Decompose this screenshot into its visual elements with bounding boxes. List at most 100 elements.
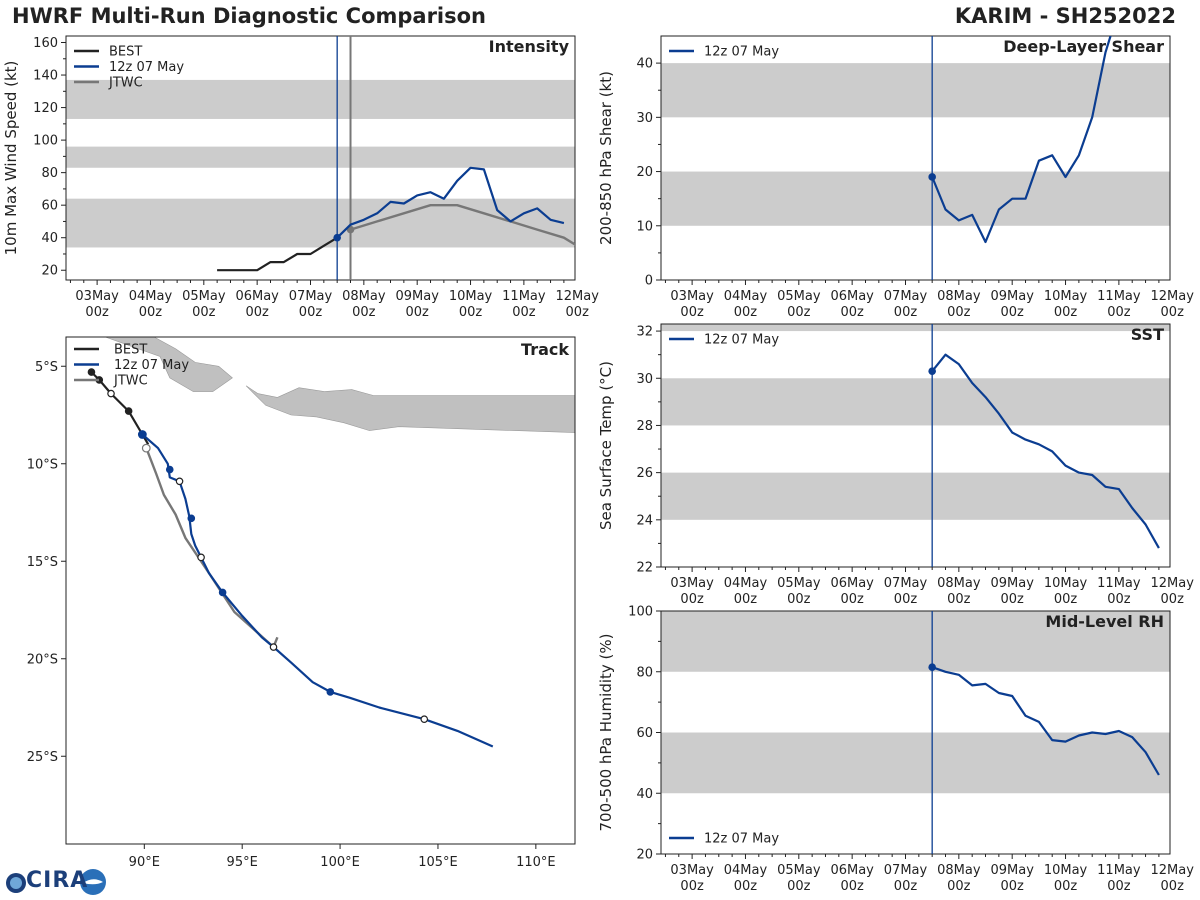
band [66,198,575,248]
x-tick-label-hour: 00z [947,879,971,894]
legend-label-run: 12z 07 May [109,60,184,75]
track-marker-filled [187,514,196,523]
y-tick-label: 160 [33,36,58,51]
x-tick-label-hour: 00z [840,592,864,607]
track-marker-hollow [175,477,184,486]
legend-label-jtwc: JTWC [113,374,148,389]
y-tick-label: 30 [636,372,653,387]
legend-label-best: BEST [114,343,147,358]
x-tick-label-hour: 00z [1161,305,1185,320]
y-tick-label: 10°S [27,457,58,472]
page-title: HWRF Multi-Run Diagnostic Comparison [12,4,487,28]
band [661,611,1170,672]
series-start-marker-run [333,233,341,242]
x-tick-label-hour: 00z [1001,879,1025,894]
x-tick-label-hour: 00z [512,305,536,320]
band [661,324,1170,332]
series-start-marker-run [928,173,936,181]
x-tick-label-hour: 00z [734,592,758,607]
y-tick-label: 15°S [27,555,58,570]
x-tick-label-hour: 00z [1054,592,1078,607]
x-tick-label-day: 08May [937,289,981,304]
y-tick-label: 20 [41,264,58,279]
x-tick-label-hour: 00z [1161,879,1185,894]
x-tick-label-hour: 00z [734,879,758,894]
x-tick-label-hour: 00z [1054,879,1078,894]
x-tick-label-hour: 00z [1107,879,1131,894]
y-tick-label: 26 [636,466,653,481]
intensity-frame [65,35,576,281]
series-line-run [931,36,1112,244]
band [661,171,1170,226]
x-tick-label-hour: 00z [1107,305,1131,320]
x-tick-label-day: 09May [990,576,1034,591]
x-tick-label-day: 11May [1097,289,1141,304]
series-line-run [931,353,1160,549]
track-line-jtwc [145,447,279,649]
x-tick-label-day: 10May [1044,576,1088,591]
band [66,146,575,168]
track-line-run [141,433,494,748]
cira-logo-text: CIRA [26,868,89,893]
shear-ylabel: 200-850 hPa Shear (kt) [597,71,615,245]
y-tick-label: 10 [636,219,653,234]
x-tick-label-day: 08May [937,863,981,878]
y-tick-label: 60 [41,199,58,214]
storm-id: KARIM - SH252022 [954,4,1176,28]
band [661,472,1170,520]
x-tick-label-day: 04May [724,863,768,878]
x-tick-label-hour: 00z [139,305,163,320]
x-tick-label-hour: 00z [840,305,864,320]
x-tick-label: 95°E [227,855,258,870]
y-tick-label: 20 [636,848,653,863]
x-tick-label-day: 05May [182,289,226,304]
x-tick-label-hour: 00z [680,305,704,320]
intensity-ylabel: 10m Max Wind Speed (kt) [2,61,20,256]
x-tick-label-day: 07May [884,576,928,591]
series-line-run [931,666,1160,776]
shear-panel: 01020304003May00z04May00z05May00z06May00… [597,35,1194,320]
track-marker-hollow [107,389,115,398]
track-frame [65,336,576,845]
y-tick-label: 22 [636,561,653,576]
x-tick-label: 105°E [418,855,458,870]
x-tick-label-day: 10May [1044,863,1088,878]
x-tick-label-hour: 00z [1107,592,1131,607]
track-marker-hollow [197,553,205,562]
x-tick-label-day: 04May [724,289,768,304]
y-tick-label: 100 [33,134,58,149]
legend-label-jtwc: JTWC [108,76,143,91]
track-marker-filled [87,368,96,376]
x-tick-label-hour: 00z [566,305,590,320]
x-tick-label-day: 08May [342,289,386,304]
y-tick-label: 140 [33,69,58,84]
shear-title: Deep-Layer Shear [1003,37,1164,56]
track-marker-filled [137,430,147,439]
track-marker-hollow [269,643,278,651]
x-tick-label: 90°E [129,855,160,870]
y-tick-label: 5°S [35,360,58,375]
y-tick-label: 30 [636,111,653,126]
x-tick-label-hour: 00z [459,305,483,320]
x-tick-label-day: 03May [670,576,714,591]
sst-panel: 22242628303203May00z04May00z05May00z06Ma… [597,323,1194,607]
x-tick-label-day: 06May [830,289,874,304]
y-tick-label: 40 [636,787,653,802]
track-marker-hollow [420,715,429,724]
x-tick-label-hour: 00z [947,592,971,607]
y-tick-label: 60 [636,726,653,741]
band [661,378,1170,426]
intensity-panel: 2040608010012014016003May00z04May00z05Ma… [2,35,599,320]
series-line-best [217,236,338,272]
x-tick-label-day: 07May [289,289,333,304]
x-tick-label-day: 06May [235,289,279,304]
series-line-run [336,166,565,239]
track-marker-hollow [141,443,151,453]
series-start-marker-run [928,367,936,375]
x-tick-label-day: 03May [75,289,119,304]
legend-label-run: 12z 07 May [704,45,779,60]
x-tick-label-day: 05May [777,576,821,591]
x-tick-label-hour: 00z [734,305,758,320]
track-marker-filled [326,688,335,696]
